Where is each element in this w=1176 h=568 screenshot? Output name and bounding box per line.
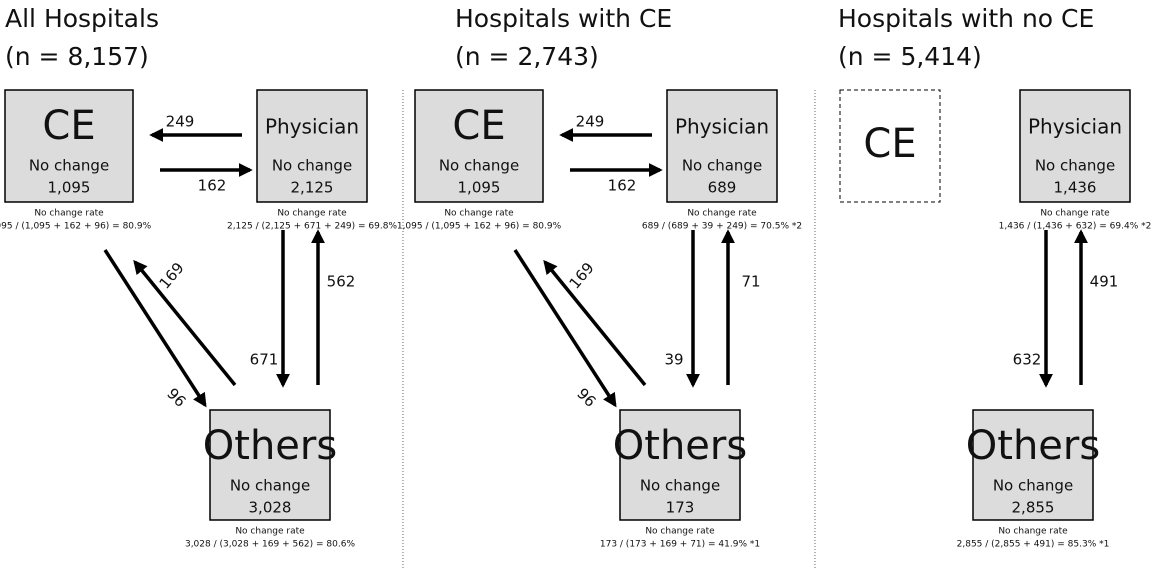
node-box xyxy=(209,409,331,521)
flow-label: 39 xyxy=(664,351,683,369)
node-count: 689 xyxy=(708,179,737,197)
node-name: Others xyxy=(966,423,1100,469)
panel: CE No change 1,095 No change rate 1,095 / (1… xyxy=(397,89,802,550)
flow-label: 162 xyxy=(608,177,637,195)
flow-label: 249 xyxy=(576,113,605,131)
node-box xyxy=(4,89,134,203)
node-box xyxy=(414,89,544,203)
rate-formula: 2,125 / (2,125 + 671 + 249) = 69.8% xyxy=(227,222,397,232)
flow-label: 632 xyxy=(1013,351,1042,369)
node-name: CE xyxy=(452,103,505,149)
panel-title: All Hospitals xyxy=(5,4,159,33)
rate-title: No change rate xyxy=(444,209,514,219)
node-status: No change xyxy=(993,477,1073,495)
node-name: Physician xyxy=(265,115,359,139)
node-status: No change xyxy=(682,157,762,175)
flow-label: 562 xyxy=(327,273,356,291)
panel: CE Physician No change 1,436 No change rate 1… xyxy=(839,89,1152,550)
flow-arrow xyxy=(103,249,207,408)
rate-title: No change rate xyxy=(235,527,305,537)
rate-formula: 1,095 / (1,095 + 162 + 96) = 80.9% xyxy=(397,222,562,232)
node-status: No change xyxy=(439,157,519,175)
flow-arrow xyxy=(133,259,237,387)
rate-title: No change rate xyxy=(277,209,347,219)
node-name: Others xyxy=(203,423,337,469)
panel-count: (n = 5,414) xyxy=(838,42,982,71)
node-name: Physician xyxy=(675,115,769,139)
flow-arrow xyxy=(543,259,647,387)
rate-title: No change rate xyxy=(998,527,1068,537)
node-count: 3,028 xyxy=(249,499,292,517)
panel-title: Hospitals with no CE xyxy=(838,4,1094,33)
flow-label: 169 xyxy=(156,259,188,293)
node-status: No change xyxy=(29,157,109,175)
node-status: No change xyxy=(640,477,720,495)
panel-count: (n = 2,743) xyxy=(455,42,599,71)
node-status: No change xyxy=(272,157,352,175)
node-box xyxy=(256,89,368,203)
node-count: 1,436 xyxy=(1054,179,1097,197)
rate-title: No change rate xyxy=(687,209,757,219)
panel-title: Hospitals with CE xyxy=(455,4,672,33)
node-name: CE xyxy=(42,103,95,149)
rate-formula: 2,855 / (2,855 + 491) = 85.3% *1 xyxy=(957,540,1110,550)
flow-label: 162 xyxy=(198,177,227,195)
rate-title: No change rate xyxy=(1040,209,1110,219)
node-box xyxy=(1019,89,1131,203)
flow-label: 96 xyxy=(163,385,189,411)
flow-label: 71 xyxy=(741,273,760,291)
node-name: CE xyxy=(863,121,916,167)
node-count: 2,125 xyxy=(291,179,334,197)
node-box xyxy=(619,409,741,521)
flow-label: 169 xyxy=(566,259,598,293)
node-count: 1,095 xyxy=(48,179,91,197)
panel: CE No change 1,095 No change rate 1,095 / (1… xyxy=(0,89,397,550)
node-name: Others xyxy=(613,423,747,469)
flow-label: 249 xyxy=(166,113,195,131)
rate-formula: 1,095 / (1,095 + 162 + 96) = 80.9% xyxy=(0,222,152,232)
rate-formula: 689 / (689 + 39 + 249) = 70.5% *2 xyxy=(642,222,802,232)
node-count: 2,855 xyxy=(1012,499,1055,517)
rate-formula: 3,028 / (3,028 + 169 + 562) = 80.6% xyxy=(185,540,355,550)
node-status: No change xyxy=(1035,157,1115,175)
node-box xyxy=(839,89,941,203)
node-count: 1,095 xyxy=(458,179,501,197)
panel-count: (n = 8,157) xyxy=(5,42,149,71)
flow-label: 671 xyxy=(250,351,279,369)
node-count: 173 xyxy=(666,499,695,517)
rate-title: No change rate xyxy=(34,209,104,219)
rate-formula: 1,436 / (1,436 + 632) = 69.4% *2 xyxy=(999,222,1152,232)
node-box xyxy=(972,409,1094,521)
node-box xyxy=(666,89,778,203)
flow-label: 491 xyxy=(1090,273,1119,291)
node-status: No change xyxy=(230,477,310,495)
flow-arrow xyxy=(513,249,617,408)
node-name: Physician xyxy=(1028,115,1122,139)
flow-label: 96 xyxy=(573,385,599,411)
rate-formula: 173 / (173 + 169 + 71) = 41.9% *1 xyxy=(600,540,760,550)
rate-title: No change rate xyxy=(645,527,715,537)
